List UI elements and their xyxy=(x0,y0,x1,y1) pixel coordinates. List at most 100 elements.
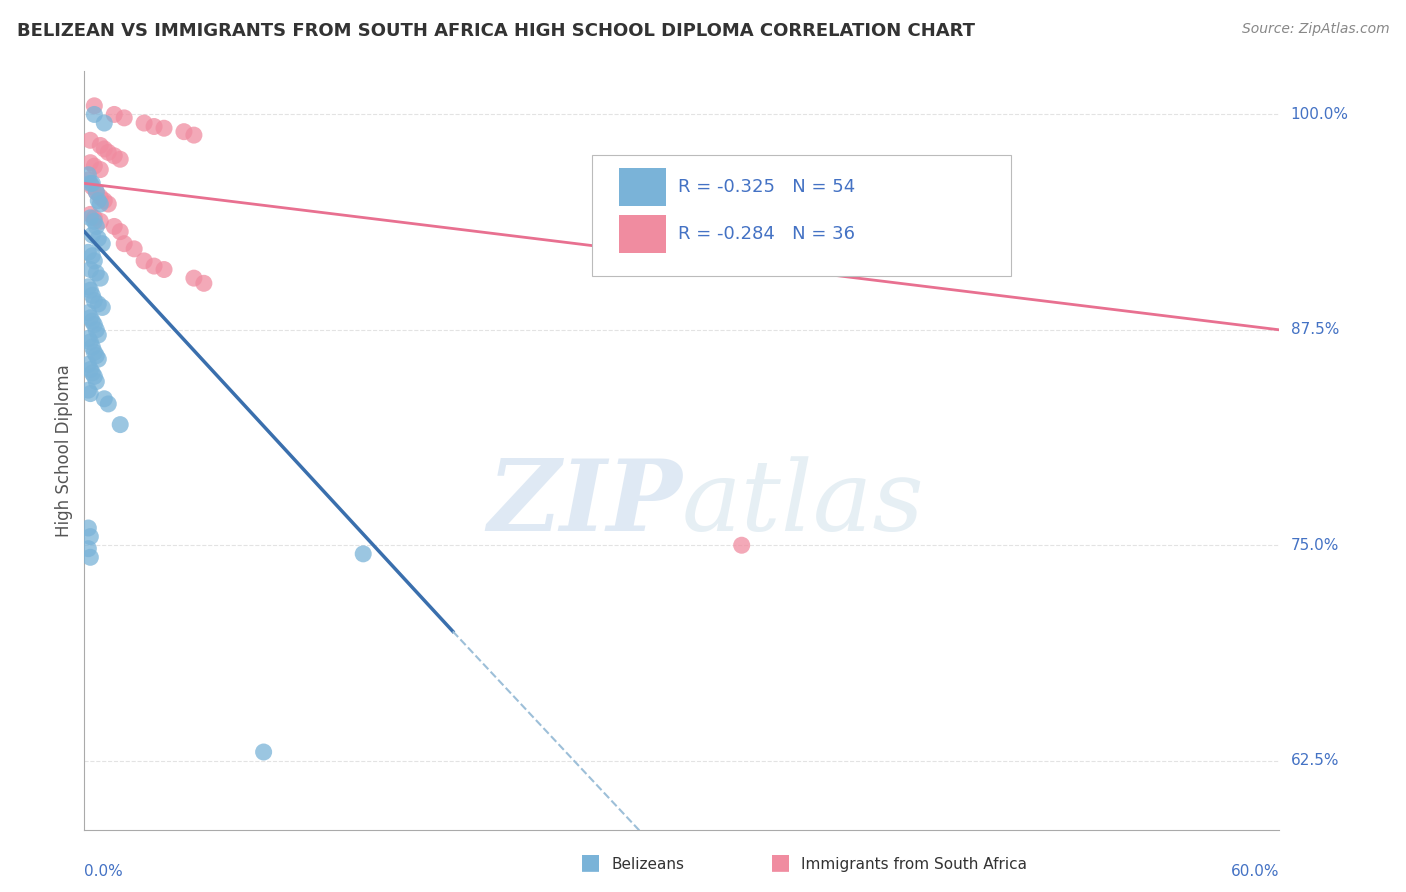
Point xyxy=(82,288,104,302)
Point xyxy=(82,340,104,354)
Point xyxy=(77,331,100,345)
Point xyxy=(79,530,101,544)
Point xyxy=(112,111,135,125)
Text: R = -0.284   N = 36: R = -0.284 N = 36 xyxy=(678,226,855,244)
Point xyxy=(79,207,101,221)
Point xyxy=(112,236,135,251)
Text: ZIP: ZIP xyxy=(486,455,682,552)
Point xyxy=(352,547,374,561)
Point xyxy=(83,211,105,225)
Point xyxy=(83,107,105,121)
Point xyxy=(79,334,101,349)
Point xyxy=(79,386,101,401)
Point xyxy=(83,214,105,228)
Point xyxy=(103,149,125,163)
Point xyxy=(89,197,111,211)
Point xyxy=(77,305,100,319)
Text: atlas: atlas xyxy=(682,456,925,551)
Point xyxy=(77,279,100,293)
Point xyxy=(86,323,108,337)
Point xyxy=(89,190,111,204)
Point xyxy=(253,745,276,759)
Point xyxy=(132,116,156,130)
Point xyxy=(79,262,101,277)
Point xyxy=(89,138,111,153)
Text: 60.0%: 60.0% xyxy=(1232,864,1279,880)
Point xyxy=(110,417,132,432)
Text: 0.0%: 0.0% xyxy=(84,864,124,880)
Point xyxy=(79,133,101,147)
Point xyxy=(79,362,101,376)
Point xyxy=(82,366,104,380)
Point xyxy=(77,541,100,556)
Point xyxy=(89,214,111,228)
Point xyxy=(91,236,114,251)
Point xyxy=(77,173,100,187)
Point xyxy=(86,266,108,280)
Point xyxy=(86,375,108,389)
Text: Belizeans: Belizeans xyxy=(612,857,685,872)
Point xyxy=(79,177,101,191)
Point xyxy=(132,253,156,268)
Text: 100.0%: 100.0% xyxy=(1291,107,1348,122)
Point xyxy=(83,318,105,332)
Point xyxy=(89,271,111,285)
Text: 62.5%: 62.5% xyxy=(1291,753,1339,768)
Point xyxy=(103,219,125,234)
Point xyxy=(183,271,205,285)
Point xyxy=(93,142,115,156)
Point xyxy=(103,107,125,121)
Point xyxy=(79,550,101,565)
Point xyxy=(77,245,100,260)
Text: 87.5%: 87.5% xyxy=(1291,322,1339,337)
Point xyxy=(97,197,120,211)
Point xyxy=(83,159,105,173)
Point xyxy=(183,128,205,142)
Point xyxy=(86,185,108,199)
Point xyxy=(83,369,105,384)
Point xyxy=(83,99,105,113)
Text: R = -0.325   N = 54: R = -0.325 N = 54 xyxy=(678,178,856,195)
Point xyxy=(86,219,108,234)
Point xyxy=(83,293,105,308)
Y-axis label: High School Diploma: High School Diploma xyxy=(55,364,73,537)
Point xyxy=(87,328,110,343)
Text: ■: ■ xyxy=(770,853,790,872)
Point xyxy=(87,194,110,208)
Point xyxy=(82,179,104,194)
Point xyxy=(77,357,100,371)
Point xyxy=(97,397,120,411)
Point xyxy=(143,120,166,134)
Point xyxy=(93,116,115,130)
Point xyxy=(83,345,105,359)
Point xyxy=(153,121,176,136)
Point xyxy=(79,283,101,297)
Text: BELIZEAN VS IMMIGRANTS FROM SOUTH AFRICA HIGH SCHOOL DIPLOMA CORRELATION CHART: BELIZEAN VS IMMIGRANTS FROM SOUTH AFRICA… xyxy=(17,22,974,40)
Point xyxy=(89,162,111,177)
Text: Immigrants from South Africa: Immigrants from South Africa xyxy=(801,857,1028,872)
Point xyxy=(79,155,101,169)
Point xyxy=(173,125,195,139)
Point xyxy=(77,168,100,182)
Point xyxy=(86,349,108,363)
Point xyxy=(193,277,215,291)
Point xyxy=(82,228,104,243)
Point xyxy=(91,301,114,315)
Point xyxy=(87,231,110,245)
Point xyxy=(731,538,754,552)
Bar xyxy=(619,215,666,253)
Point xyxy=(122,242,145,256)
Text: Source: ZipAtlas.com: Source: ZipAtlas.com xyxy=(1241,22,1389,37)
Point xyxy=(93,194,115,208)
Point xyxy=(143,259,166,273)
Bar xyxy=(619,168,666,205)
Point xyxy=(110,225,132,239)
Point xyxy=(79,211,101,225)
Point xyxy=(97,145,120,160)
Point xyxy=(87,297,110,311)
Point xyxy=(93,392,115,406)
Point xyxy=(82,314,104,328)
Point xyxy=(82,249,104,263)
Point xyxy=(79,310,101,325)
Point xyxy=(82,177,104,191)
